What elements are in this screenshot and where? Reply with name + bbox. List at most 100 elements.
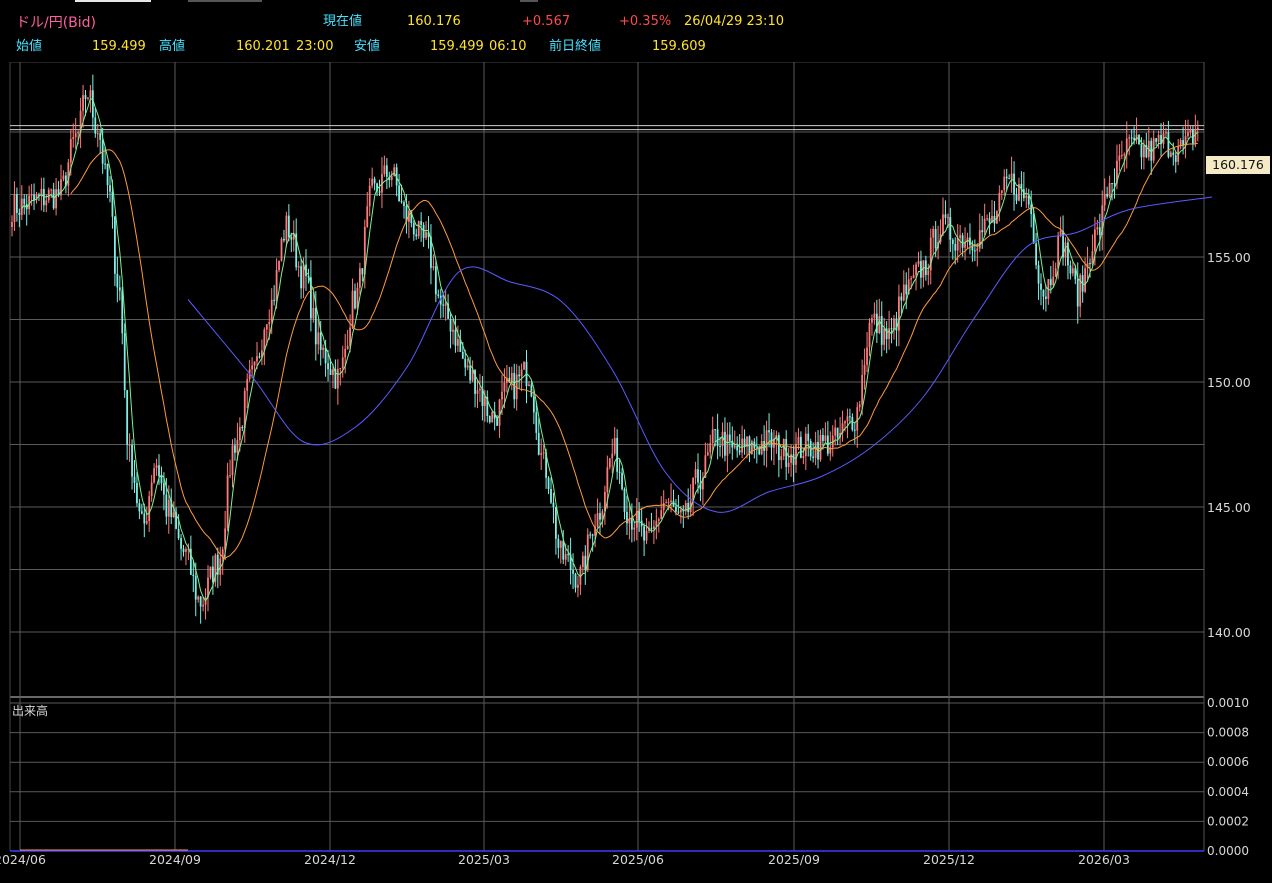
candle-up (915, 264, 917, 276)
candle-down (116, 273, 119, 288)
candle-up (927, 270, 930, 276)
candle-down (508, 377, 511, 382)
candle-down (464, 358, 467, 368)
candle-up (902, 284, 905, 301)
candle-down (719, 445, 721, 447)
candle-down (324, 347, 327, 364)
candle-up (479, 388, 481, 391)
candle-down (853, 429, 856, 431)
candle-down (420, 221, 423, 225)
candle-up (148, 496, 151, 522)
candle-up (594, 526, 596, 536)
candle-up (13, 194, 16, 222)
candle-up (498, 399, 501, 426)
candle-up (746, 436, 748, 447)
candle-up (153, 468, 155, 483)
candle-up (540, 453, 543, 455)
candle-down (1160, 135, 1162, 144)
candle-down (738, 450, 741, 453)
candle-up (50, 189, 53, 191)
candle-up (359, 268, 361, 288)
high-time: 23:00 (296, 39, 334, 54)
candle-up (976, 248, 979, 251)
tab-indicator[interactable] (75, 0, 151, 2)
candle-down (557, 538, 560, 548)
candle-up (653, 526, 655, 529)
candle-down (23, 198, 26, 204)
candle-down (537, 432, 540, 455)
candle-up (221, 549, 224, 559)
candle-up (528, 384, 530, 387)
candle-up (79, 110, 82, 133)
prev-close-label: 前日終値 (549, 39, 602, 54)
low-value: 159.499 (430, 39, 484, 54)
candlestick-series (11, 74, 1199, 624)
candle-up (1057, 235, 1060, 269)
candle-up (586, 534, 589, 571)
candle-up (246, 379, 249, 391)
candle-down (437, 294, 440, 296)
candle-down (1140, 144, 1143, 158)
candle-down (699, 482, 702, 490)
candle-down (434, 266, 437, 295)
high-label: 高値 (159, 39, 186, 54)
candle-down (1150, 140, 1153, 161)
candle-down (126, 390, 129, 445)
candle-down (1013, 173, 1015, 195)
volume-tick-label: 0.0008 (1207, 726, 1249, 740)
candle-up (67, 162, 70, 186)
candle-down (731, 440, 734, 448)
candle-up (229, 475, 231, 477)
candle-up (503, 382, 506, 392)
candle-up (873, 313, 876, 319)
candle-up (959, 235, 962, 238)
candle-up (1003, 176, 1006, 191)
candle-down (234, 445, 236, 453)
candle-up (1194, 129, 1197, 144)
candle-down (106, 164, 109, 186)
candle-down (300, 266, 302, 289)
toolbar-tabs (0, 0, 1272, 3)
candle-up (782, 439, 785, 457)
candle-up (371, 178, 374, 186)
candle-up (368, 185, 371, 207)
candle-down (65, 175, 67, 186)
candle-down (1037, 265, 1040, 284)
candle-down (812, 456, 815, 458)
candle-down (569, 554, 572, 571)
candle-up (814, 441, 817, 458)
candle-down (677, 511, 680, 513)
candle-up (711, 429, 714, 444)
candle-up (998, 192, 1001, 212)
candle-up (167, 499, 170, 517)
candle-down (807, 433, 810, 441)
candle-down (589, 534, 592, 536)
candle-down (305, 264, 307, 276)
candle-down (170, 499, 173, 518)
candle-up (1025, 195, 1028, 199)
candle-down (175, 512, 178, 529)
candle-down (310, 277, 312, 319)
candle-up (797, 436, 800, 444)
candle-down (1045, 296, 1047, 299)
candle-down (160, 476, 163, 484)
candle-up (878, 316, 881, 334)
candle-down (555, 507, 557, 539)
candle-up (751, 441, 753, 455)
candle-down (1172, 152, 1175, 156)
tab-indicator[interactable] (520, 0, 538, 2)
candle-up (60, 179, 62, 196)
candle-down (290, 237, 293, 240)
candle-down (131, 444, 133, 477)
candle-up (804, 433, 807, 457)
candle-up (1054, 268, 1057, 277)
candle-up (665, 502, 668, 504)
tab-indicator[interactable] (188, 0, 262, 2)
price-tick-label: 140.00 (1207, 625, 1251, 640)
candle-down (442, 304, 445, 306)
candle-up (706, 452, 709, 456)
candle-up (1123, 154, 1126, 156)
candle-up (268, 321, 271, 325)
candle-up (635, 511, 638, 528)
